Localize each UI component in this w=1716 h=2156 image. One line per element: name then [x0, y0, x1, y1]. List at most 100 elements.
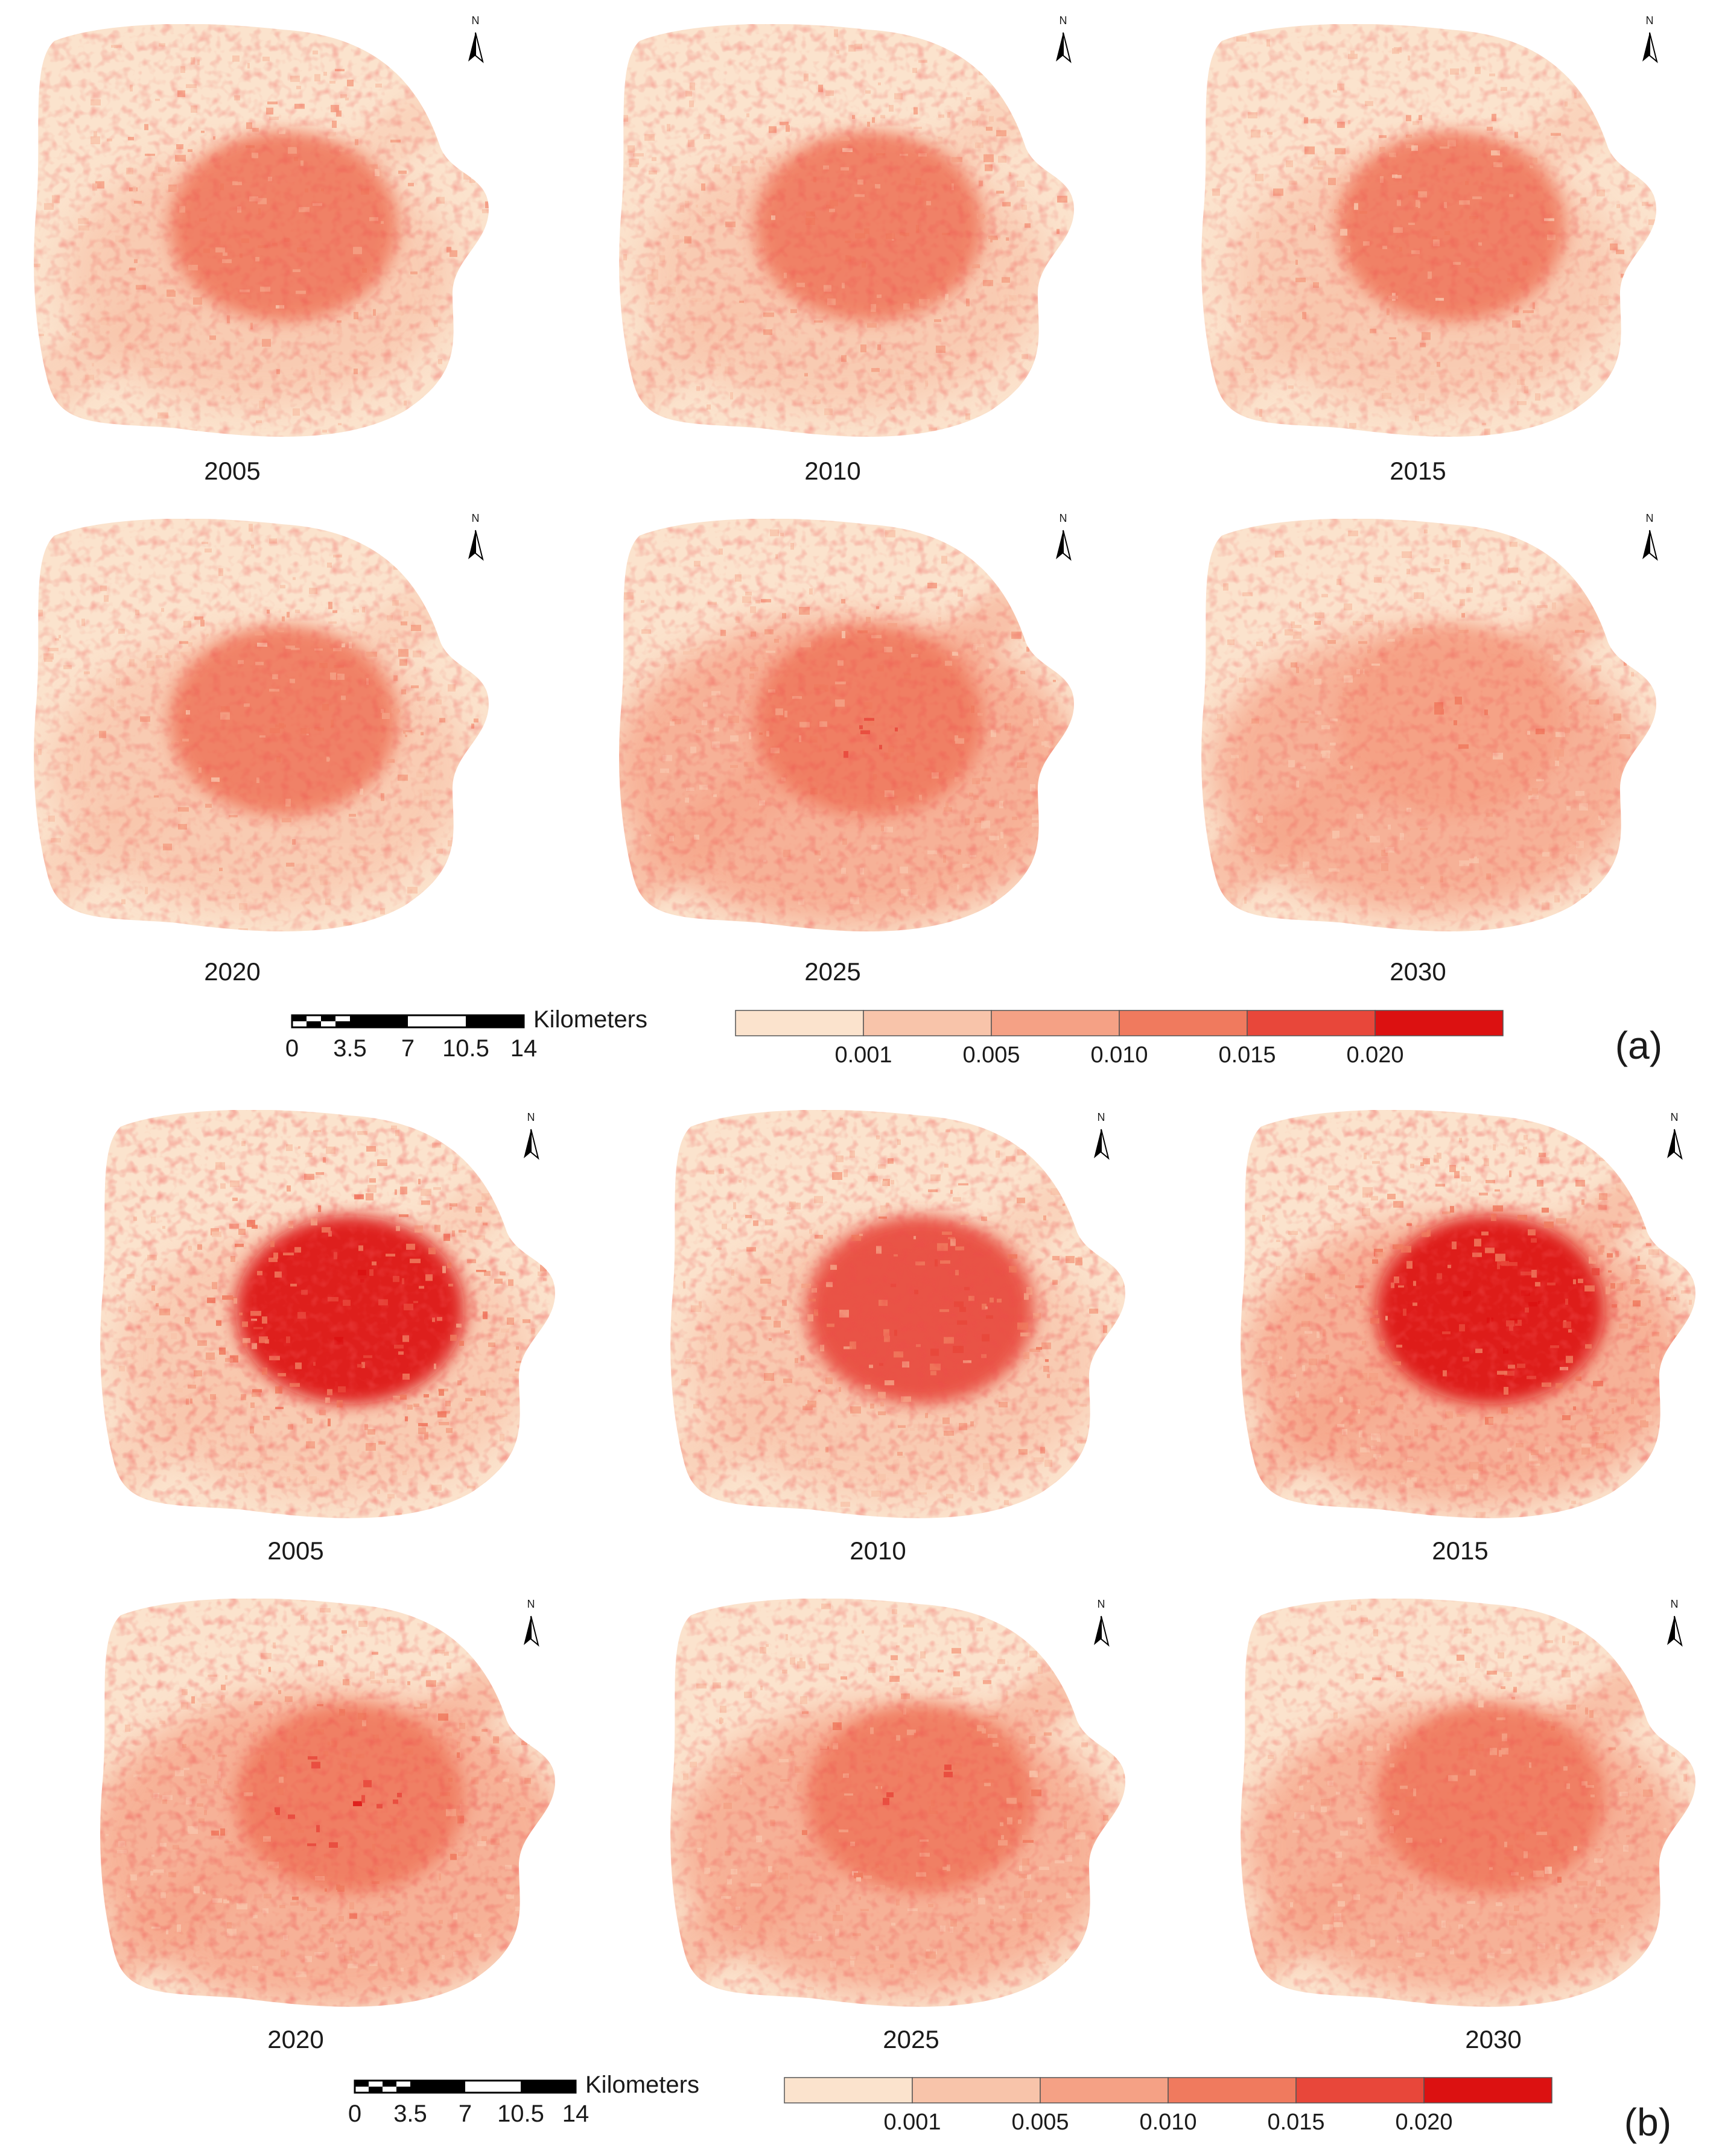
map-surface: [1201, 24, 1656, 437]
speckle: [500, 1632, 504, 1640]
speckle: [1666, 1860, 1671, 1864]
speckle: [1667, 1381, 1670, 1384]
speckle: [470, 587, 477, 591]
speckle: [545, 1348, 555, 1351]
texture-overlay: [34, 24, 489, 437]
speckle: [520, 1725, 530, 1734]
speckle: [365, 1111, 369, 1114]
scale-bar: Kilometers 0 3.5 7 10.5 14: [285, 1006, 647, 1062]
panel-label: (a): [1615, 1024, 1662, 1067]
speckle: [1558, 1123, 1566, 1126]
speckle: [1035, 646, 1040, 650]
speckle: [1023, 48, 1034, 51]
speckle: [1066, 1154, 1070, 1159]
speckle: [1090, 1869, 1095, 1873]
speckle: [1067, 138, 1074, 146]
speckle: [457, 288, 465, 297]
north-arrow-icon: N: [1642, 512, 1658, 561]
speckle: [1058, 1146, 1069, 1153]
speckle: [465, 160, 472, 168]
speckle: [436, 1617, 444, 1623]
speckle: [526, 1158, 532, 1164]
north-letter: N: [1098, 1598, 1105, 1610]
speckle: [548, 1690, 554, 1694]
speckle: [1107, 1743, 1110, 1749]
speckle: [1111, 1661, 1117, 1666]
speckle: [1635, 1670, 1642, 1676]
speckle: [1632, 788, 1639, 793]
speckle: [1095, 1704, 1103, 1708]
year-label: 2025: [883, 2025, 939, 2053]
speckle: [1108, 1821, 1116, 1826]
north-letter: N: [1671, 1598, 1679, 1610]
scale-tick: 14: [510, 1035, 538, 1062]
map-a-2010: [619, 24, 1074, 437]
scale-tick: 10.5: [442, 1035, 489, 1062]
legend-break-label: 0.015: [1218, 1042, 1276, 1068]
speckle: [472, 121, 475, 125]
map-surface: [34, 24, 489, 437]
texture-overlay: [619, 519, 1074, 932]
year-label: 2030: [1390, 957, 1446, 986]
north-letter: N: [1098, 1111, 1105, 1123]
map-a-2005: [34, 24, 489, 437]
speckle: [1571, 1609, 1575, 1614]
speckle: [1633, 567, 1641, 575]
speckle: [1651, 654, 1656, 658]
speckle: [520, 1392, 529, 1399]
speckle: [460, 1140, 465, 1147]
speckle: [1049, 851, 1057, 857]
map-b-2005: [100, 1110, 555, 1518]
speckle: [1055, 92, 1063, 96]
speckle: [1615, 374, 1623, 379]
north-arrow-icon: N: [1094, 1111, 1110, 1160]
panel-a: 2005 2010 2015 2020 2025 2030 N N N N N …: [34, 14, 1662, 1068]
speckle: [458, 317, 466, 321]
map-surface: [34, 519, 489, 932]
speckle: [1022, 1142, 1029, 1147]
north-letter: N: [527, 1111, 535, 1123]
map-a-2015: [1201, 24, 1656, 437]
north-letter: N: [527, 1598, 535, 1610]
scale-tick: 7: [459, 2101, 472, 2127]
speckle: [1671, 1897, 1678, 1901]
speckle: [443, 639, 448, 647]
speckle: [431, 615, 437, 619]
speckle: [1673, 1673, 1680, 1677]
speckle: [1087, 1649, 1097, 1654]
speckle: [1646, 1952, 1656, 1958]
north-letter: N: [472, 14, 480, 27]
map-b-2015: [1241, 1110, 1695, 1518]
year-label: 2020: [267, 2025, 323, 2053]
speckle: [1110, 1364, 1120, 1372]
speckle: [1650, 366, 1656, 373]
speckle: [1655, 1232, 1664, 1239]
speckle: [1009, 2006, 1020, 2007]
map-surface: [1241, 1110, 1695, 1518]
map-surface: [1241, 1599, 1695, 2007]
map-b-2025: [670, 1599, 1125, 2007]
speckle: [1058, 856, 1063, 863]
speckle: [1061, 641, 1064, 645]
speckle: [522, 1177, 528, 1181]
legend-swatch: [912, 2077, 1041, 2104]
scale-tick: 3.5: [333, 1035, 367, 1062]
speckle: [495, 1615, 502, 1622]
north-arrow-icon: N: [1056, 14, 1072, 63]
speckle: [939, 928, 949, 932]
speckle: [1423, 1514, 1432, 1518]
north-arrow-icon: N: [1667, 1598, 1683, 1647]
north-letter: N: [1060, 14, 1067, 27]
speckle: [463, 328, 465, 336]
speckle: [545, 1812, 551, 1816]
legend-break-label: 0.001: [834, 1042, 892, 1068]
speckle: [1100, 1870, 1107, 1874]
speckle: [1626, 584, 1632, 592]
legend-break-label: 0.020: [1395, 2110, 1452, 2135]
speckle: [1679, 1366, 1683, 1371]
legend-swatch: [1374, 1010, 1504, 1036]
speckle: [453, 638, 459, 645]
map-a-2020: [34, 519, 489, 932]
speckle: [491, 1669, 501, 1677]
